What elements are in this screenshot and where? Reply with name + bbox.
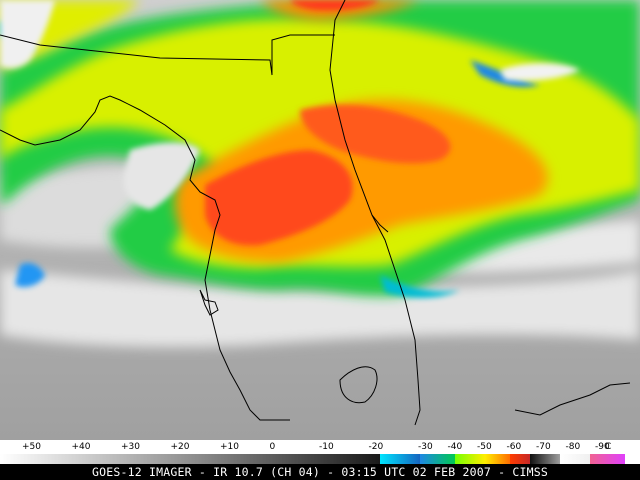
scale-tick-label: +30: [121, 442, 140, 452]
cloud-patch-white: [0, 0, 580, 210]
color-bar-segment: [625, 454, 640, 464]
temperature-color-bar: [0, 454, 640, 464]
color-bar-segment: [0, 454, 200, 464]
scale-tick-label: -90: [595, 442, 610, 452]
coastline: [0, 0, 630, 425]
image-caption: GOES-12 IMAGER - IR 10.7 (CH 04) - 03:15…: [0, 464, 640, 480]
scale-tick-label: +50: [22, 442, 41, 452]
scale-tick-label: +40: [71, 442, 91, 452]
scale-tick-label: -40: [447, 442, 463, 452]
satellite-ir-image: [0, 0, 640, 440]
color-bar-segment: [200, 454, 380, 464]
color-bar-segment: [530, 454, 560, 464]
scale-tick-label: -20: [368, 442, 384, 452]
scale-tick-label: 0: [269, 442, 276, 452]
color-bar-segment: [455, 454, 485, 464]
color-bar-segment: [560, 454, 590, 464]
scale-tick-label: -80: [565, 442, 581, 452]
scale-tick-label: +20: [170, 442, 190, 452]
scale-tick-label: -70: [536, 442, 551, 452]
scale-tick-label: -30: [418, 442, 433, 452]
scale-tick-label: +10: [220, 442, 239, 452]
color-bar-segment: [380, 454, 420, 464]
scale-unit-label: C: [605, 442, 612, 452]
color-bar-segment: [590, 454, 625, 464]
scale-tick-label: -10: [319, 442, 334, 452]
scale-tick-label: -60: [506, 442, 522, 452]
color-bar-segment: [510, 454, 530, 464]
temperature-scale-labels: +50 +40 +30 +20 +10 0 -10 -20 -30 -40 -50 -60 -70 -80…: [0, 440, 640, 454]
cloud-shield-red: [205, 0, 451, 246]
color-bar-segment: [485, 454, 510, 464]
color-bar-segment: [420, 454, 455, 464]
scale-tick-label: -50: [477, 442, 492, 452]
